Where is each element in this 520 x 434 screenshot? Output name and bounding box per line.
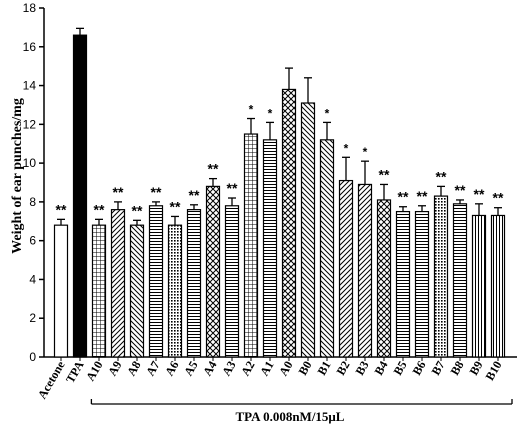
significance-label: ** — [208, 161, 219, 177]
y-tick-label: 4 — [29, 272, 36, 286]
bar — [300, 102, 316, 358]
significance-label: ** — [132, 202, 143, 218]
x-tick-label: A9 — [105, 359, 124, 379]
y-tick-label: 6 — [29, 234, 36, 248]
significance-label: ** — [493, 190, 504, 206]
bar — [186, 209, 202, 358]
significance-label: * — [249, 103, 254, 117]
x-tick-label: A10 — [83, 359, 105, 384]
x-tick-label: A6 — [162, 359, 181, 379]
bar — [281, 88, 297, 358]
x-tick-label: B9 — [466, 359, 485, 378]
bar — [72, 34, 88, 358]
x-tick-label: B0 — [295, 359, 314, 378]
significance-label: ** — [455, 182, 466, 198]
significance-label: ** — [170, 198, 181, 214]
bar — [224, 205, 240, 358]
y-tick-label: 10 — [23, 156, 37, 170]
x-tick-label: B3 — [352, 359, 371, 378]
bar — [338, 179, 354, 358]
significance-label: ** — [113, 184, 124, 200]
bar — [129, 224, 145, 358]
x-tick-label: A8 — [124, 359, 143, 379]
x-tick-label: B2 — [333, 359, 352, 378]
y-tick-label: 12 — [23, 117, 37, 131]
significance-label: * — [363, 145, 368, 159]
significance-label: ** — [189, 187, 200, 203]
bar — [319, 139, 335, 358]
bar — [205, 185, 221, 358]
x-tick-label: A0 — [276, 359, 295, 379]
x-tick-label: B4 — [371, 359, 390, 378]
bar — [148, 205, 164, 358]
x-tick-label: B1 — [314, 359, 333, 378]
significance-label: * — [325, 106, 330, 120]
x-tick-label: A1 — [257, 359, 276, 379]
bar — [414, 210, 430, 358]
bar — [433, 195, 449, 358]
x-tick-label: B6 — [409, 359, 428, 378]
y-axis-label: Weight of ear punches/mg — [10, 98, 25, 254]
y-tick-label: 0 — [29, 350, 36, 364]
bars: ** ***************** * ** ***** ****** ** ** — [53, 27, 506, 358]
bar — [91, 224, 107, 358]
x-tick-label: A2 — [238, 359, 257, 379]
y-tick-label: 8 — [29, 195, 36, 209]
x-tick-label: TPA — [63, 358, 87, 385]
significance-label: ** — [398, 189, 409, 205]
x-tick-label: B8 — [447, 359, 466, 378]
significance-label: ** — [436, 168, 447, 184]
y-tick-label: 16 — [23, 40, 37, 54]
bar — [243, 133, 259, 358]
y-tick-label: 2 — [29, 311, 36, 325]
bar — [490, 214, 506, 358]
bar — [110, 209, 126, 358]
significance-label: ** — [151, 184, 162, 200]
significance-label: * — [344, 141, 349, 155]
group-label: TPA 0.008nM/15μL — [235, 409, 345, 424]
bar — [395, 210, 411, 358]
significance-label: ** — [417, 188, 428, 204]
significance-label: * — [268, 106, 273, 120]
bar — [471, 214, 487, 358]
bar — [452, 203, 468, 358]
x-tick-label: B7 — [428, 359, 447, 378]
y-tick-label: 18 — [23, 1, 37, 15]
x-tick-label: B10 — [482, 359, 504, 383]
significance-label: ** — [94, 201, 105, 217]
bar — [262, 139, 278, 358]
x-tick-label: A4 — [200, 359, 219, 379]
bar — [357, 183, 373, 358]
bar — [376, 199, 392, 358]
significance-label: ** — [227, 180, 238, 196]
bar — [53, 224, 69, 358]
bar — [167, 224, 183, 358]
x-tick-label: A5 — [181, 359, 200, 379]
y-tick-label: 14 — [23, 79, 37, 93]
significance-label: ** — [379, 166, 390, 182]
x-tick-label: A3 — [219, 359, 238, 379]
x-tick-label: B5 — [390, 359, 409, 378]
x-tick-label: A7 — [143, 359, 162, 379]
significance-label: ** — [474, 186, 485, 202]
significance-label: ** — [56, 201, 67, 217]
